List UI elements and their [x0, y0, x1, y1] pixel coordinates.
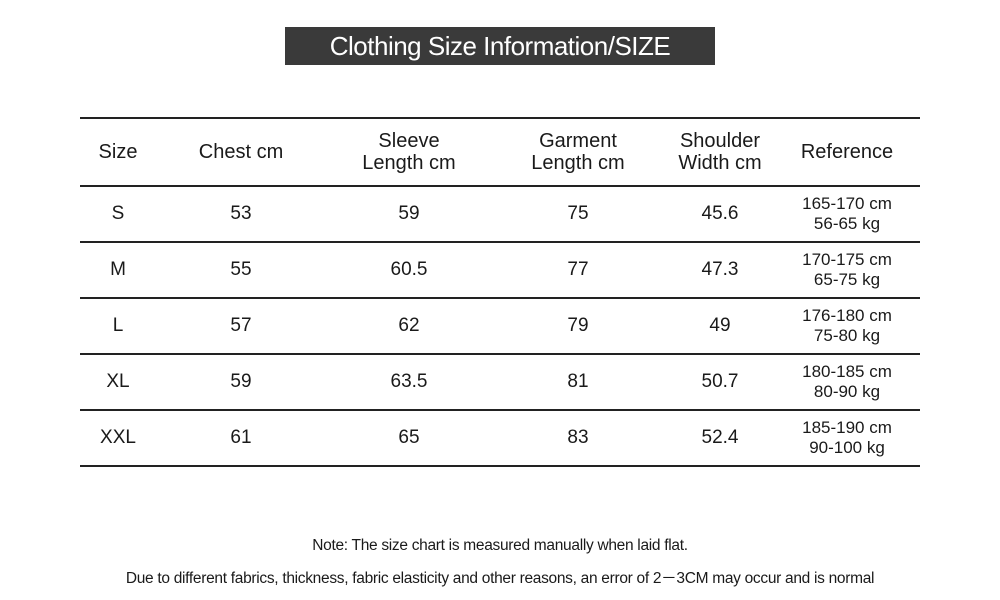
table-cell: 170-175 cm 65-75 kg — [802, 243, 892, 297]
table-cell: 62 — [398, 299, 419, 353]
cell-text: 180-185 cm — [802, 362, 892, 381]
note: Due to different fabrics, thickness, fab… — [125, 570, 875, 587]
table-cell: 180-185 cm 80-90 kg — [802, 355, 892, 409]
cell-text: 77 — [567, 259, 589, 280]
cell-text: XL — [106, 371, 130, 392]
table-row: XL 59 63.5 81 50.7 180-185 cm 80-90 kg — [80, 355, 920, 411]
cell-text: L — [112, 315, 124, 336]
cell-text: XXL — [100, 427, 136, 448]
table-cell: 65 — [398, 411, 419, 465]
table-cell: 176-180 cm 75-80 kg — [802, 299, 892, 353]
table-cell: 59 — [398, 187, 419, 241]
cell-text: Garment — [539, 130, 617, 152]
table-cell: 79 — [567, 299, 588, 353]
table-cell: 61 — [230, 411, 251, 465]
cell-text: 75-80 kg — [813, 326, 881, 345]
table-cell: XL — [106, 355, 129, 409]
note: Note: The size chart is measured manuall… — [312, 537, 688, 554]
cell-text: 63.5 — [390, 371, 428, 392]
table-cell: 81 — [567, 355, 588, 409]
cell-text: 45.6 — [701, 203, 739, 224]
cell-text: 61 — [230, 427, 252, 448]
cell-text: 59 — [398, 203, 420, 224]
column-header: Garment Length cm — [531, 119, 624, 185]
table-cell: 75 — [567, 187, 588, 241]
cell-text: 75 — [567, 203, 589, 224]
cell-text: 81 — [567, 371, 589, 392]
cell-text: 59 — [230, 371, 252, 392]
cell-text: 185-190 cm — [802, 418, 892, 437]
cell-text: 65-75 kg — [813, 270, 881, 289]
cell-text: Length cm — [362, 152, 456, 174]
cell-text: 55 — [230, 259, 252, 280]
cell-text: Sleeve — [378, 130, 440, 152]
cell-text: 62 — [398, 315, 420, 336]
column-header: Sleeve Length cm — [362, 119, 455, 185]
table-row: M 55 60.5 77 47.3 170-175 cm 65-75 kg — [80, 243, 920, 299]
cell-text: 65 — [398, 427, 420, 448]
table-row: L 57 62 79 49 176-180 cm 75-80 kg — [80, 299, 920, 355]
table-cell: 49 — [709, 299, 730, 353]
table-cell: 57 — [230, 299, 251, 353]
table-cell: 77 — [567, 243, 588, 297]
cell-text: 80-90 kg — [813, 382, 881, 401]
table-cell: 83 — [567, 411, 588, 465]
cell-text: S — [111, 203, 125, 224]
table-cell: 52.4 — [702, 411, 739, 465]
table-cell: 165-170 cm 56-65 kg — [802, 187, 892, 241]
cell-text: 165-170 cm — [802, 194, 892, 213]
cell-text: 52.4 — [701, 427, 739, 448]
table-cell: 59 — [230, 355, 251, 409]
cell-text: 50.7 — [701, 371, 739, 392]
table-cell: 60.5 — [391, 243, 428, 297]
cell-text: Chest cm — [198, 141, 284, 163]
table-cell: 45.6 — [702, 187, 739, 241]
column-header: Chest cm — [199, 119, 283, 185]
cell-text: 170-175 cm — [802, 250, 892, 269]
size-table: Size Chest cm Sleeve Length cm Garment Length… — [80, 117, 920, 467]
cell-text: 90-100 kg — [809, 438, 885, 457]
cell-text: 49 — [709, 315, 731, 336]
table-cell: S — [112, 187, 125, 241]
table-cell: 55 — [230, 243, 251, 297]
cell-text: Length cm — [531, 152, 625, 174]
cell-text: 60.5 — [390, 259, 428, 280]
cell-text: 56-65 kg — [813, 214, 881, 233]
cell-text: 57 — [230, 315, 252, 336]
table-row: S 53 59 75 45.6 165-170 cm 56-65 kg — [80, 187, 920, 243]
cell-text: 53 — [230, 203, 252, 224]
table-cell: XXL — [100, 411, 136, 465]
cell-text: 79 — [567, 315, 589, 336]
table-cell: L — [113, 299, 124, 353]
table-cell: 50.7 — [702, 355, 739, 409]
title-banner: Clothing Size Information/SIZE — [285, 27, 715, 65]
table-cell: 185-190 cm 90-100 kg — [802, 411, 892, 465]
column-header: Shoulder Width cm — [678, 119, 761, 185]
cell-text: Size — [98, 141, 138, 163]
table-cell: M — [110, 243, 126, 297]
table-row: XXL 61 65 83 52.4 185-190 cm 90-100 kg — [80, 411, 920, 467]
table-cell: 47.3 — [702, 243, 739, 297]
cell-text: M — [110, 259, 126, 280]
table-cell: 53 — [230, 187, 251, 241]
cell-text: Reference — [800, 141, 894, 163]
column-header: Reference — [801, 119, 893, 185]
cell-text: Shoulder — [679, 130, 761, 152]
cell-text: 176-180 cm — [802, 306, 892, 325]
cell-text: Width cm — [678, 152, 762, 174]
header-row: Size Chest cm Sleeve Length cm Garment Length… — [80, 119, 920, 187]
cell-text: 47.3 — [701, 259, 739, 280]
cell-text: 83 — [567, 427, 589, 448]
table-cell: 63.5 — [391, 355, 428, 409]
column-header: Size — [99, 119, 138, 185]
